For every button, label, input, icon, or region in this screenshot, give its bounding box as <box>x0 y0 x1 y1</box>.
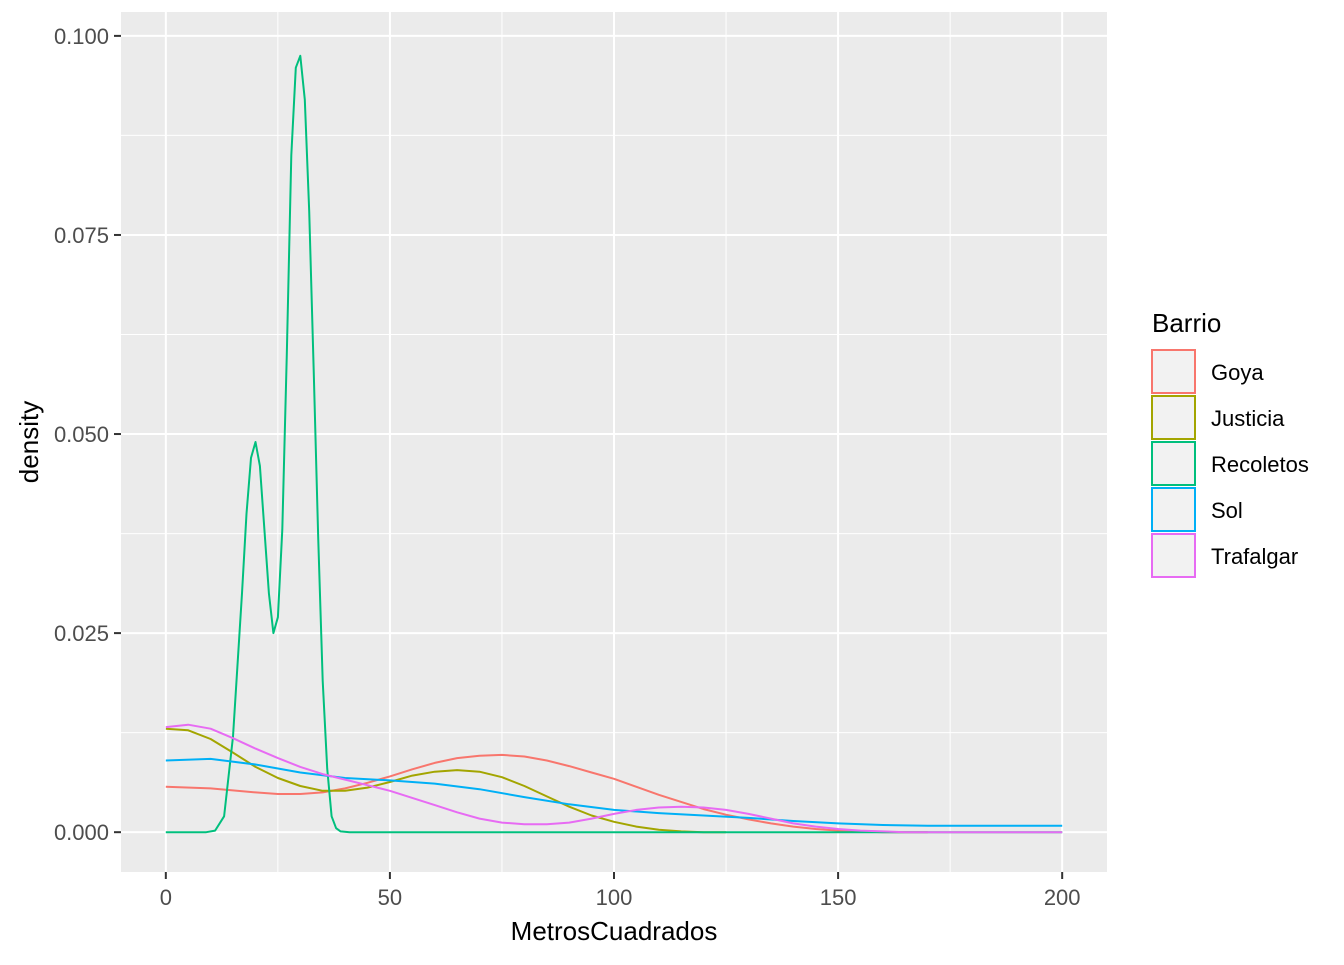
x-tick-label: 50 <box>378 885 402 910</box>
legend-key <box>1151 349 1196 394</box>
x-tick-label: 100 <box>596 885 633 910</box>
y-tick-label: 0.000 <box>54 820 109 845</box>
x-axis: 0 50 100 150 200 <box>160 872 1081 910</box>
x-axis-label: MetrosCuadrados <box>511 916 718 946</box>
x-tick-label: 200 <box>1044 885 1081 910</box>
legend-key <box>1151 533 1196 578</box>
y-tick-label: 0.075 <box>54 223 109 248</box>
legend-key <box>1151 395 1196 440</box>
series-lines <box>165 54 1063 834</box>
y-tick-label: 0.100 <box>54 24 109 49</box>
series-line-justicia <box>165 727 726 834</box>
series-line-sol <box>165 757 1063 827</box>
legend-key <box>1151 441 1196 486</box>
legend-item-sol: Sol <box>1151 487 1243 532</box>
legend-item-goya: Goya <box>1151 349 1264 394</box>
x-tick-label: 150 <box>820 885 857 910</box>
legend-label: Justicia <box>1211 406 1285 431</box>
legend-items: Goya Justicia Recoletos Sol Trafalgar <box>1151 349 1309 578</box>
legend: Barrio Goya Justicia Recoletos Sol Trafalgar <box>1151 308 1309 578</box>
legend-key <box>1151 487 1196 532</box>
legend-label: Sol <box>1211 498 1243 523</box>
x-tick-label: 0 <box>160 885 172 910</box>
legend-item-recoletos: Recoletos <box>1151 441 1309 486</box>
legend-label: Recoletos <box>1211 452 1309 477</box>
legend-item-justicia: Justicia <box>1151 395 1285 440</box>
y-axis-label: density <box>14 401 44 483</box>
legend-title: Barrio <box>1152 308 1221 338</box>
legend-label: Goya <box>1211 360 1264 385</box>
legend-label: Trafalgar <box>1211 544 1298 569</box>
legend-item-trafalgar: Trafalgar <box>1151 533 1298 578</box>
y-tick-label: 0.025 <box>54 621 109 646</box>
series-line-trafalgar <box>165 723 1063 834</box>
y-tick-label: 0.050 <box>54 422 109 447</box>
y-axis: 0.000 0.025 0.050 0.075 0.100 <box>54 24 121 845</box>
series-line-recoletos <box>165 54 1063 834</box>
